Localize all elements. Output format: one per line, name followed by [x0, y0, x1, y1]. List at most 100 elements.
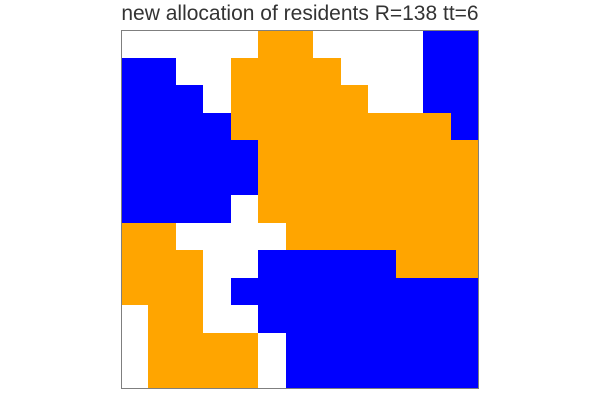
orange-cell [286, 195, 313, 223]
orange-cell [176, 360, 203, 388]
orange-cell [286, 58, 313, 85]
orange-cell [368, 195, 396, 223]
blue-cell [258, 250, 286, 278]
empty-cell [231, 305, 258, 333]
blue-cell [176, 140, 203, 168]
orange-cell [313, 195, 341, 223]
blue-cell [286, 250, 313, 278]
orange-cell [258, 168, 286, 195]
orange-cell [451, 195, 478, 223]
empty-cell [368, 30, 396, 58]
blue-cell [341, 250, 368, 278]
orange-cell [313, 85, 341, 113]
blue-cell [176, 168, 203, 195]
orange-cell [423, 195, 451, 223]
empty-cell [231, 223, 258, 250]
blue-cell [341, 278, 368, 305]
orange-cell [286, 140, 313, 168]
orange-cell [231, 113, 258, 140]
empty-cell [313, 30, 341, 58]
orange-cell [451, 250, 478, 278]
orange-cell [286, 85, 313, 113]
blue-cell [451, 58, 478, 85]
orange-cell [203, 333, 231, 360]
orange-cell [148, 305, 176, 333]
orange-cell [451, 140, 478, 168]
orange-cell [231, 333, 258, 360]
empty-cell [121, 305, 148, 333]
orange-cell [451, 168, 478, 195]
blue-cell [341, 360, 368, 388]
blue-cell [341, 333, 368, 360]
blue-cell [423, 333, 451, 360]
orange-cell [286, 30, 313, 58]
blue-cell [313, 250, 341, 278]
blue-cell [451, 113, 478, 140]
orange-cell [396, 223, 423, 250]
orange-cell [423, 223, 451, 250]
blue-cell [423, 278, 451, 305]
blue-cell [423, 30, 451, 58]
orange-cell [258, 113, 286, 140]
empty-cell [176, 58, 203, 85]
orange-cell [451, 223, 478, 250]
orange-cell [423, 113, 451, 140]
blue-cell [368, 278, 396, 305]
blue-cell [258, 278, 286, 305]
orange-cell [396, 195, 423, 223]
orange-cell [121, 250, 148, 278]
orange-cell [368, 140, 396, 168]
empty-cell [396, 85, 423, 113]
orange-cell [368, 223, 396, 250]
orange-cell [231, 58, 258, 85]
blue-cell [203, 168, 231, 195]
orange-cell [368, 113, 396, 140]
orange-cell [121, 278, 148, 305]
blue-cell [286, 333, 313, 360]
orange-cell [396, 113, 423, 140]
orange-cell [341, 195, 368, 223]
orange-cell [148, 223, 176, 250]
empty-cell [203, 305, 231, 333]
orange-cell [368, 168, 396, 195]
empty-cell [203, 250, 231, 278]
blue-cell [286, 360, 313, 388]
orange-cell [148, 360, 176, 388]
empty-cell [148, 30, 176, 58]
orange-cell [313, 58, 341, 85]
orange-cell [148, 278, 176, 305]
blue-cell [286, 305, 313, 333]
blue-cell [368, 360, 396, 388]
blue-cell [231, 168, 258, 195]
empty-cell [258, 360, 286, 388]
orange-cell [313, 140, 341, 168]
orange-cell [203, 360, 231, 388]
empty-cell [203, 278, 231, 305]
blue-cell [368, 250, 396, 278]
figure-title: new allocation of residents R=138 tt=6 [121, 2, 479, 25]
blue-cell [148, 140, 176, 168]
blue-cell [231, 140, 258, 168]
blue-cell [148, 113, 176, 140]
orange-cell [258, 140, 286, 168]
orange-cell [176, 305, 203, 333]
blue-cell [176, 113, 203, 140]
blue-cell [231, 278, 258, 305]
blue-cell [423, 85, 451, 113]
blue-cell [148, 85, 176, 113]
blue-cell [451, 278, 478, 305]
blue-cell [451, 360, 478, 388]
blue-cell [451, 85, 478, 113]
empty-cell [341, 58, 368, 85]
blue-cell [176, 195, 203, 223]
blue-cell [423, 305, 451, 333]
blue-cell [396, 333, 423, 360]
empty-cell [368, 85, 396, 113]
blue-cell [313, 333, 341, 360]
blue-cell [203, 113, 231, 140]
orange-cell [396, 250, 423, 278]
empty-cell [231, 30, 258, 58]
orange-cell [231, 360, 258, 388]
empty-cell [203, 30, 231, 58]
empty-cell [121, 30, 148, 58]
